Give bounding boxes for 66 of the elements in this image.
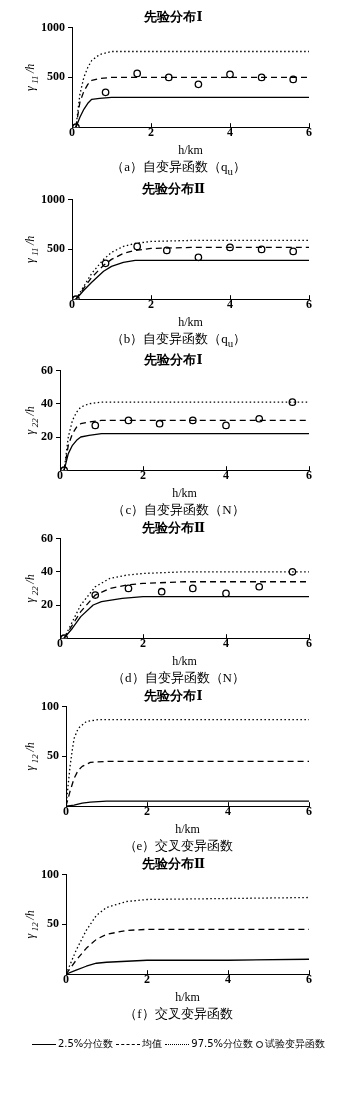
x-tick-label: 2 [148, 297, 154, 312]
y-tick-label: 60 [41, 362, 53, 377]
x-axis-title: h/km [178, 314, 204, 329]
x-axis-title: h/km [172, 654, 198, 669]
x-tick-label: 6 [306, 468, 312, 483]
x-tick-label: 6 [306, 972, 312, 987]
legend-label: 试验变异函数 [264, 1037, 326, 1052]
x-tick-label: 4 [227, 125, 233, 140]
x-tick-label: 0 [57, 468, 63, 483]
x-axis-title: h/km [172, 486, 198, 501]
y-axis-title: γ22/h [23, 574, 40, 603]
x-tick-label: 0 [69, 297, 75, 312]
x-tick-label: 0 [69, 125, 75, 140]
x-tick-label: 4 [223, 468, 229, 483]
y-tick-label: 100 [41, 866, 59, 881]
text: （c）自变异函数（N） [111, 501, 246, 520]
x-tick-label: 6 [306, 125, 312, 140]
text: （b）自变异函数（q$_{u}$） [109, 329, 248, 351]
x-tick-label: 6 [306, 297, 312, 312]
x-tick-label: 2 [144, 972, 150, 987]
x-tick-label: 0 [63, 972, 69, 987]
y-tick-label: 100 [41, 698, 59, 713]
y-tick-label: 50 [47, 916, 59, 931]
y-axis-title: γ12/h [23, 910, 40, 939]
text: （a）自变异函数（q$_{u}$） [110, 158, 247, 179]
legend-label: 均值 [141, 1037, 163, 1052]
x-tick-label: 4 [227, 297, 233, 312]
y-tick-label: 40 [41, 396, 53, 411]
text: （f）交叉变异函数 [123, 1005, 234, 1024]
y-tick-label: 40 [41, 564, 53, 579]
chart-title: 先验分布Ⅰ [143, 352, 203, 368]
x-axis-title: h/km [175, 822, 201, 837]
x-tick-label: 6 [306, 804, 312, 819]
y-tick-label: 60 [41, 530, 53, 545]
chart-title: 先验分布Ⅱ [141, 520, 206, 536]
x-tick-label: 2 [140, 636, 146, 651]
y-tick-label: 1000 [41, 19, 65, 34]
chart-title: 先验分布Ⅱ [141, 856, 206, 872]
y-axis-title: γ11/h [23, 235, 40, 263]
x-tick-label: 4 [225, 804, 231, 819]
text: （e）交叉变异函数 [122, 837, 235, 856]
x-tick-label: 2 [140, 468, 146, 483]
chart-title: 先验分布Ⅰ [143, 688, 203, 704]
y-tick-label: 500 [47, 69, 65, 84]
x-tick-label: 6 [306, 636, 312, 651]
x-tick-label: 2 [144, 804, 150, 819]
chart-title: 先验分布Ⅱ [141, 180, 206, 196]
y-tick-label: 1000 [41, 191, 65, 206]
y-tick-label: 20 [41, 597, 53, 612]
y-tick-label: 500 [47, 241, 65, 256]
x-axis-title: h/km [178, 142, 204, 157]
legend-label: 2.5%分位数 [56, 1037, 114, 1052]
y-tick-label: 50 [47, 748, 59, 763]
x-tick-label: 0 [57, 636, 63, 651]
x-tick-label: 4 [225, 972, 231, 987]
y-axis-title: γ11/h [23, 63, 40, 92]
legend-label: 97.5%分位数 [190, 1037, 254, 1052]
y-tick-label: 20 [41, 429, 53, 444]
x-tick-label: 2 [148, 125, 154, 140]
text: （d）自变异函数（N） [111, 669, 246, 688]
x-tick-label: 4 [223, 636, 229, 651]
x-tick-label: 0 [63, 804, 69, 819]
y-axis-title: γ22/h [23, 406, 40, 435]
x-axis-title: h/km [175, 990, 201, 1005]
chart-title: 先验分布Ⅰ [143, 9, 203, 25]
y-axis-title: γ12/h [23, 742, 40, 771]
